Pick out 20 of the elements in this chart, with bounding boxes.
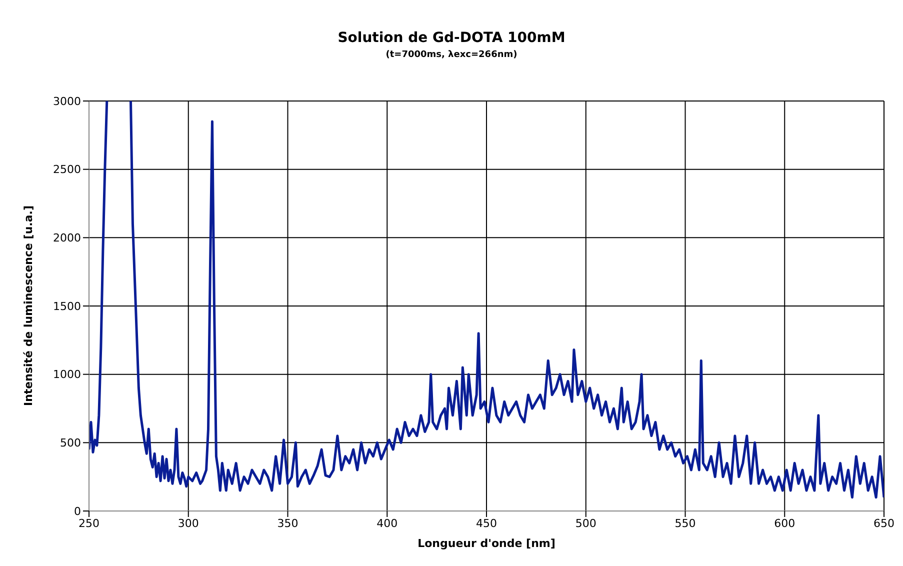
y-tick-label: 1500 <box>53 300 81 313</box>
x-tick-label: 500 <box>575 516 596 530</box>
x-tick-label: 650 <box>874 516 894 530</box>
x-tick-label: 400 <box>376 516 398 530</box>
y-tick-label: 500 <box>60 436 81 450</box>
x-tick-label: 600 <box>774 516 796 530</box>
chart-subtitle: (t=7000ms, λexc=266nm) <box>384 50 518 60</box>
y-tick-label: 2000 <box>53 232 81 245</box>
chart-title: Solution de Gd-DOTA 100mM <box>336 30 566 46</box>
y-tick-label: 2500 <box>53 163 81 176</box>
y-axis-title: Intensité de luminescence [u.a.] <box>22 206 35 406</box>
y-tick-label: 0 <box>74 504 81 518</box>
y-tick-label: 3000 <box>53 94 81 108</box>
x-tick-label: 350 <box>277 516 298 530</box>
y-tick-label: 1000 <box>53 368 81 382</box>
x-tick-label: 450 <box>476 516 497 530</box>
x-tick-label: 250 <box>78 516 100 530</box>
x-tick-label: 550 <box>674 516 696 530</box>
x-axis-title: Longueur d'onde [nm] <box>418 536 556 550</box>
x-tick-label: 300 <box>178 516 199 530</box>
